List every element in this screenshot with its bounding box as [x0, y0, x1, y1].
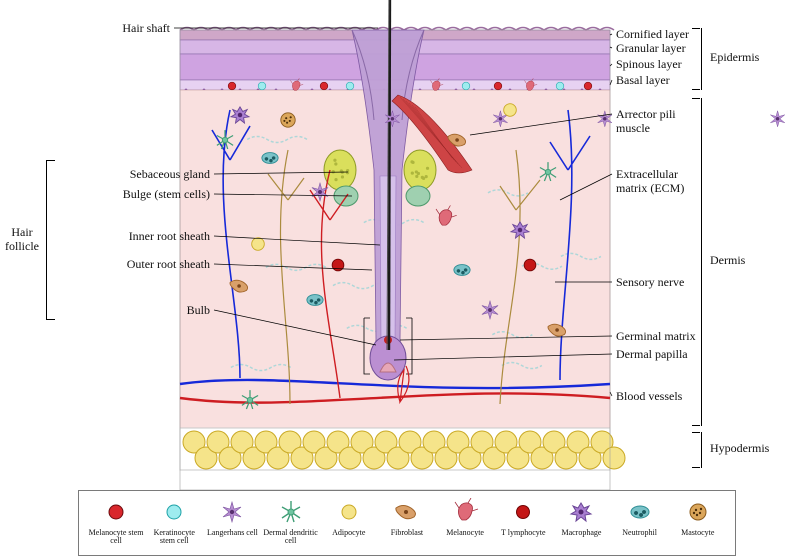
legend-item-mast: Mastocyte — [669, 497, 727, 537]
region-label-dermis: Dermis — [710, 254, 745, 268]
legend-panel: Melanocyte stem cellKeratinocyte stem ce… — [78, 490, 736, 556]
legend-caption: Neutrophil — [622, 529, 657, 537]
legend-caption: Melanocyte stem cell — [87, 529, 145, 546]
label-outer-root-sheath: Outer root sheath — [70, 258, 210, 272]
region-label-hypodermis: Hypodermis — [710, 442, 769, 456]
legend-item-ksc: Keratinocyte stem cell — [145, 497, 203, 546]
legend-caption: Melanocyte — [446, 529, 484, 537]
label-arrector-pili-muscle: Arrector pilimuscle — [616, 108, 676, 136]
legend-item-lang: Langerhans cell — [203, 497, 261, 537]
label-spinous-layer: Spinous layer — [616, 58, 682, 72]
label-bulge-stem-cells-: Bulge (stem cells) — [70, 188, 210, 202]
bracket-dermis — [700, 98, 702, 426]
region-label-hair-follicle: Hairfollicle — [2, 226, 42, 254]
legend-item-fibro: Fibroblast — [378, 497, 436, 537]
label-dermal-papilla: Dermal papilla — [616, 348, 688, 362]
label-inner-root-sheath: Inner root sheath — [70, 230, 210, 244]
label-sensory-nerve: Sensory nerve — [616, 276, 684, 290]
legend-item-tlym: T lymphocyte — [494, 497, 552, 537]
legend-item-ddc: Dermal dendritic cell — [262, 497, 320, 546]
legend-item-macro: Macrophage — [552, 497, 610, 537]
label-sebaceous-gland: Sebaceous gland — [70, 168, 210, 182]
legend-item-mel: Melanocyte — [436, 497, 494, 537]
legend-item-neut: Neutrophil — [611, 497, 669, 537]
legend-caption: Macrophage — [561, 529, 601, 537]
legend-caption: Keratinocyte stem cell — [145, 529, 203, 546]
bracket-hypodermis — [700, 432, 702, 468]
legend-caption: Mastocyte — [681, 529, 714, 537]
label-germinal-matrix: Germinal matrix — [616, 330, 696, 344]
legend-caption: Adipocyte — [332, 529, 365, 537]
label-basal-layer: Basal layer — [616, 74, 670, 88]
legend-caption: Dermal dendritic cell — [262, 529, 320, 546]
bracket-epidermis — [700, 28, 702, 90]
region-label-epidermis: Epidermis — [710, 51, 759, 65]
label-hair-shaft: Hair shaft — [30, 22, 170, 36]
label-blood-vessels: Blood vessels — [616, 390, 682, 404]
legend-caption: T lymphocyte — [501, 529, 546, 537]
legend-item-msc: Melanocyte stem cell — [87, 497, 145, 546]
bracket-hair-follicle — [46, 160, 48, 320]
label-granular-layer: Granular layer — [616, 42, 686, 56]
legend-caption: Fibroblast — [391, 529, 423, 537]
label-cornified-layer: Cornified layer — [616, 28, 689, 42]
label-extracellular-matrix-ecm-: Extracellularmatrix (ECM) — [616, 168, 684, 196]
legend-caption: Langerhans cell — [207, 529, 258, 537]
label-bulb: Bulb — [70, 304, 210, 318]
legend-item-adipo: Adipocyte — [320, 497, 378, 537]
